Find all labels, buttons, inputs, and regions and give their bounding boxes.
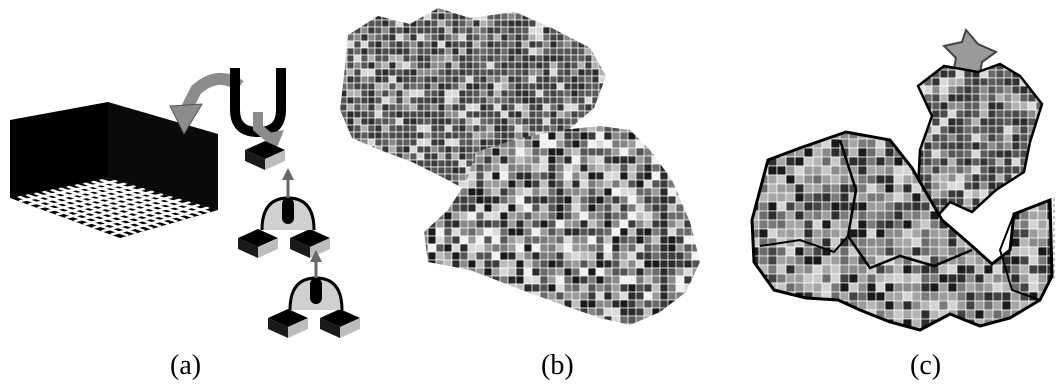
panel-a-diagram	[10, 68, 360, 338]
caption-b: (b)	[541, 350, 574, 381]
figure-canvas	[10, 8, 1055, 338]
floor-grid	[17, 178, 211, 237]
cell-tiles	[238, 141, 360, 338]
caption-a: (a)	[170, 350, 202, 381]
caption-c: (c)	[910, 350, 942, 381]
panel-c-map	[750, 28, 1055, 332]
merge-node-upper	[260, 168, 316, 231]
merge-node-lower	[288, 250, 344, 311]
panel-b-map	[340, 8, 700, 325]
